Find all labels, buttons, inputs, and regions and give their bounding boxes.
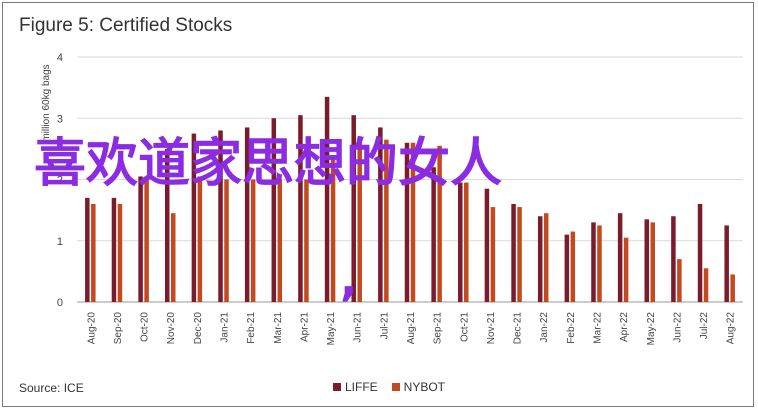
x-tick-label: Jun-22 xyxy=(672,312,683,343)
y-tick-label: 0 xyxy=(57,297,63,309)
x-tick-label: Nov-20 xyxy=(166,312,177,345)
bar-nybot-feb-22 xyxy=(570,231,576,302)
x-tick-label: Jul-21 xyxy=(379,312,390,340)
x-tick-label: Aug-21 xyxy=(406,312,417,345)
x-tick-label: Dec-21 xyxy=(513,312,524,345)
bar-nybot-jul-22 xyxy=(703,268,709,302)
x-tick-label: Jan-22 xyxy=(539,312,550,343)
bar-liffe-may-22 xyxy=(644,219,650,302)
x-tick-label: Aug-20 xyxy=(86,312,97,345)
y-tick-label: 1 xyxy=(57,236,63,248)
bar-liffe-jan-22 xyxy=(537,216,543,302)
bar-nybot-mar-21 xyxy=(277,179,283,302)
y-axis-label: million 60kg bags xyxy=(41,64,52,141)
x-tick-label: May-21 xyxy=(326,312,337,346)
bar-nybot-aug-20 xyxy=(91,204,96,302)
bar-liffe-sep-21 xyxy=(431,167,436,302)
bar-nybot-aug-21 xyxy=(410,142,416,302)
bar-liffe-dec-21 xyxy=(511,204,516,302)
x-tick-label: May-22 xyxy=(646,312,657,346)
bar-liffe-may-21 xyxy=(324,96,330,302)
x-tick-label: Apr-21 xyxy=(299,312,310,342)
bar-nybot-jun-22 xyxy=(677,259,682,302)
bar-liffe-oct-21 xyxy=(458,182,463,302)
bar-nybot-sep-20 xyxy=(117,204,123,302)
x-tick-label: Feb-22 xyxy=(566,312,577,344)
bar-liffe-nov-20 xyxy=(164,148,170,302)
bar-nybot-oct-20 xyxy=(144,179,149,302)
legend: LIFFE NYBOT xyxy=(333,380,445,394)
bar-nybot-oct-21 xyxy=(464,182,469,302)
bar-nybot-may-22 xyxy=(650,222,656,302)
bar-liffe-aug-21 xyxy=(404,142,410,302)
chart-frame: Figure 5: Certified Stocks 0 1 2 3 4 Aug-20 S… xyxy=(2,2,754,407)
y-tick-label: 2 xyxy=(57,175,63,187)
legend-item-nybot: NYBOT xyxy=(391,380,446,394)
chart-title: Figure 5: Certified Stocks xyxy=(19,15,233,36)
bar-nybot-mar-22 xyxy=(597,225,602,302)
bar-liffe-oct-20 xyxy=(138,176,143,302)
x-tick-label: Feb-21 xyxy=(246,312,257,344)
bar-nybot-dec-20 xyxy=(197,176,203,302)
x-tick-label: Jun-21 xyxy=(353,312,364,343)
bar-nybot-may-21 xyxy=(330,155,336,302)
x-tick-label: Jan-21 xyxy=(220,312,231,343)
bar-liffe-mar-22 xyxy=(591,222,596,302)
bar-nybot-jun-21 xyxy=(357,139,362,302)
legend-item-liffe: LIFFE xyxy=(333,380,378,394)
x-tick-label: Apr-22 xyxy=(619,312,630,342)
bar-nybot-feb-21 xyxy=(250,179,256,302)
bar-liffe-jul-21 xyxy=(378,127,383,302)
overlay-watermark-comma: , xyxy=(340,252,358,306)
legend-swatch-nybot xyxy=(391,383,400,391)
y-tick-label: 3 xyxy=(57,113,63,125)
bar-liffe-aug-22 xyxy=(724,225,729,302)
bar-liffe-apr-21 xyxy=(298,115,303,302)
bar-liffe-mar-21 xyxy=(271,118,277,302)
bar-nybot-jul-21 xyxy=(384,139,389,302)
bar-liffe-jun-21 xyxy=(351,115,356,302)
overlay-watermark-text: 喜欢道家思想的女人 xyxy=(34,134,503,194)
source-note: Source: ICE xyxy=(19,381,84,395)
bar-liffe-sep-20 xyxy=(111,197,117,302)
bar-liffe-jan-21 xyxy=(218,130,223,302)
x-tick-label: Jul-22 xyxy=(699,312,710,340)
bar-liffe-feb-22 xyxy=(564,234,570,302)
bar-nybot-nov-21 xyxy=(490,207,496,302)
bar-liffe-nov-21 xyxy=(484,188,490,302)
legend-label-liffe: LIFFE xyxy=(345,380,378,394)
bar-nybot-dec-21 xyxy=(517,207,522,302)
bar-liffe-jul-22 xyxy=(697,204,703,302)
bar-nybot-jan-21 xyxy=(224,179,229,302)
bar-nybot-jan-22 xyxy=(543,213,549,302)
legend-label-nybot: NYBOT xyxy=(403,380,446,394)
bar-nybot-aug-22 xyxy=(730,274,735,302)
bar-nybot-nov-20 xyxy=(170,213,176,302)
y-tick-label: 4 xyxy=(57,52,63,64)
bar-nybot-apr-21 xyxy=(304,179,309,302)
legend-swatch-liffe xyxy=(333,383,341,391)
x-tick-label: Oct-20 xyxy=(140,312,151,342)
bar-nybot-sep-21 xyxy=(437,145,442,302)
x-tick-label: Dec-20 xyxy=(193,312,204,345)
x-tick-label: Sep-20 xyxy=(113,312,124,345)
x-tick-label: Oct-21 xyxy=(459,312,470,342)
bar-chart: 0 1 2 3 4 Aug-20 Sep-20 Oct-20 Nov-20 Dec-20 Jan-… xyxy=(41,52,743,346)
x-tick-label: Nov-21 xyxy=(486,312,497,345)
x-tick-label: Aug-22 xyxy=(726,312,737,345)
bar-liffe-apr-22 xyxy=(617,213,623,302)
bar-liffe-jun-22 xyxy=(671,216,676,302)
x-tick-label: Mar-21 xyxy=(273,312,284,344)
bar-nybot-apr-22 xyxy=(623,237,629,302)
bar-liffe-dec-20 xyxy=(191,133,197,302)
x-tick-label: Mar-22 xyxy=(592,312,603,344)
bar-liffe-aug-20 xyxy=(85,197,90,302)
bar-liffe-feb-21 xyxy=(244,127,250,302)
x-tick-label: Sep-21 xyxy=(433,312,444,345)
